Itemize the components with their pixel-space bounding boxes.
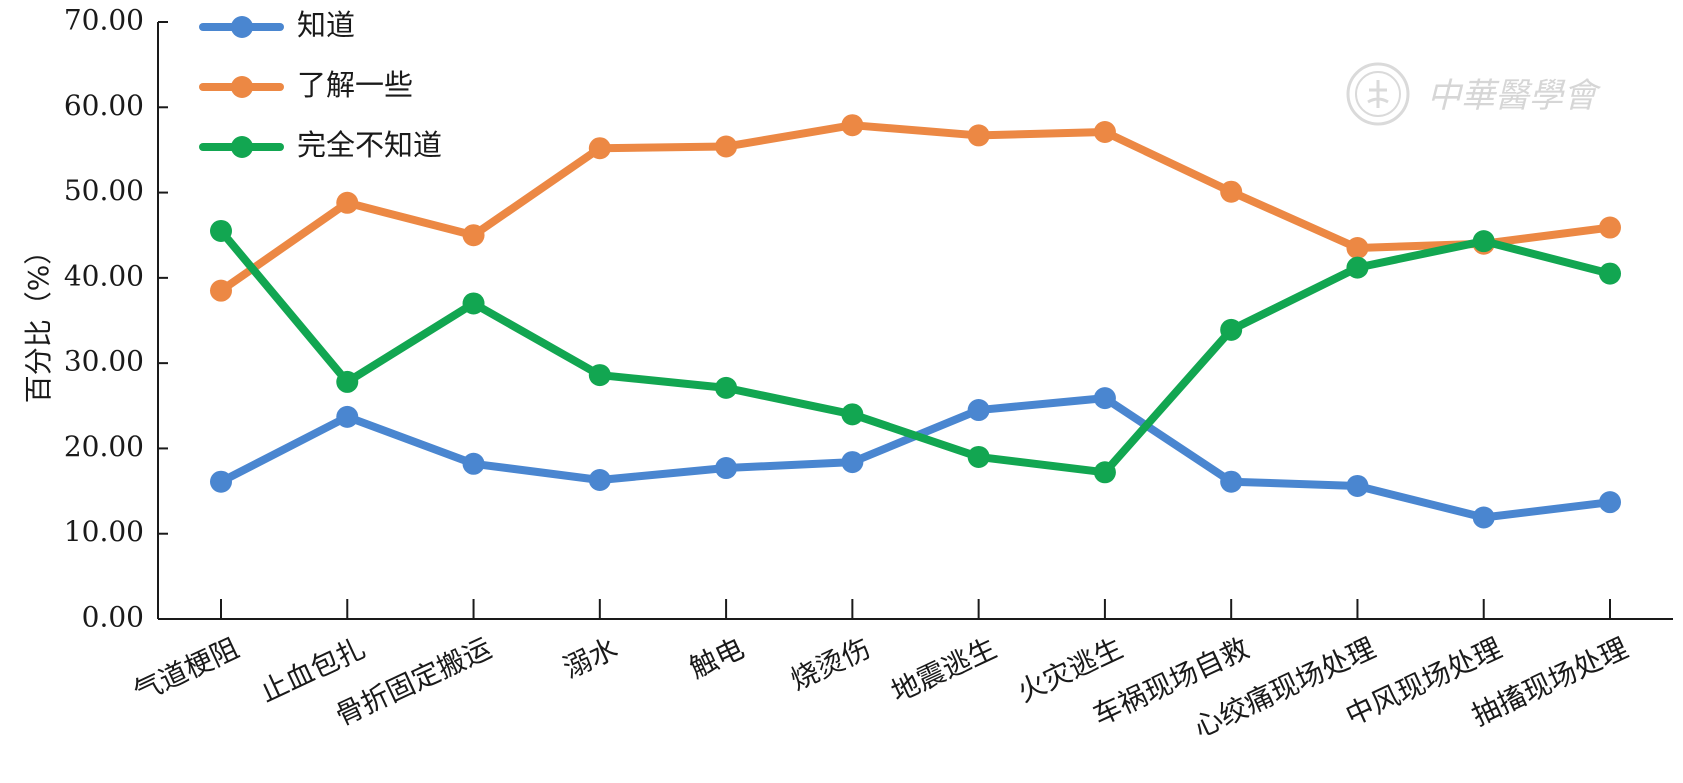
x-tick-label: 气道梗阻 [128,631,243,708]
data-point [588,137,611,160]
data-point [588,364,611,387]
society-seal-icon [1346,62,1410,126]
y-tick-label: 70.00 [64,4,144,37]
series-line [217,121,1614,295]
data-point [588,468,611,491]
data-point [715,135,738,158]
data-point [1346,256,1369,279]
data-point [967,399,990,422]
data-point [336,370,359,393]
watermark-text: 中華醫學會 [1427,76,1602,116]
data-point [1472,230,1495,253]
data-point [1093,461,1116,484]
legend-label: 知道 [297,8,355,42]
x-tick-label: 烧烫伤 [785,631,875,696]
legend-item: 完全不知道 [199,128,442,162]
legend-item: 了解一些 [199,68,413,102]
data-point [462,224,485,247]
x-tick-label: 触电 [684,631,749,685]
y-tick-label: 0.00 [82,601,144,634]
x-tick-label: 溺水 [558,631,623,685]
y-tick-label: 40.00 [64,259,144,292]
y-tick-label: 30.00 [64,345,144,378]
watermark: 中華醫學會 [1346,62,1602,126]
series-0 [210,387,1621,529]
legend-item: 知道 [199,8,355,42]
legend-swatch-marker [231,16,253,38]
data-point [841,114,864,137]
y-tick-label: 10.00 [64,515,144,548]
data-point [462,452,485,475]
data-point [210,470,232,493]
data-point [1093,387,1116,410]
legend-label: 了解一些 [297,68,413,102]
y-tick-label: 60.00 [64,89,144,122]
legend-swatch-marker [231,76,253,98]
data-point [1220,318,1243,341]
data-point [1599,216,1621,239]
data-point [336,191,359,214]
y-tick-label: 50.00 [64,174,144,207]
series-line [217,226,1614,477]
data-point [967,445,990,468]
data-point [1599,262,1621,285]
data-point [967,124,990,147]
data-point [715,376,738,399]
data-point [1220,470,1243,493]
data-point [210,219,232,242]
data-point [336,405,359,428]
y-tick-label: 20.00 [64,430,144,463]
data-point [210,279,232,302]
data-point [1472,506,1495,529]
data-point [1346,237,1369,260]
series-2 [210,219,1621,484]
y-axis-label: 百分比（%） [22,237,55,404]
data-point [715,457,738,480]
data-point [462,292,485,315]
data-point [1093,121,1116,144]
legend-swatch-marker [231,136,253,158]
series-line [217,394,1614,522]
data-point [841,403,864,426]
data-point [1346,474,1369,497]
legend-label: 完全不知道 [297,128,442,162]
data-point [1599,491,1621,514]
data-point [841,451,864,474]
data-point [1220,180,1243,203]
x-tick-label: 地震逃生 [886,631,1001,708]
